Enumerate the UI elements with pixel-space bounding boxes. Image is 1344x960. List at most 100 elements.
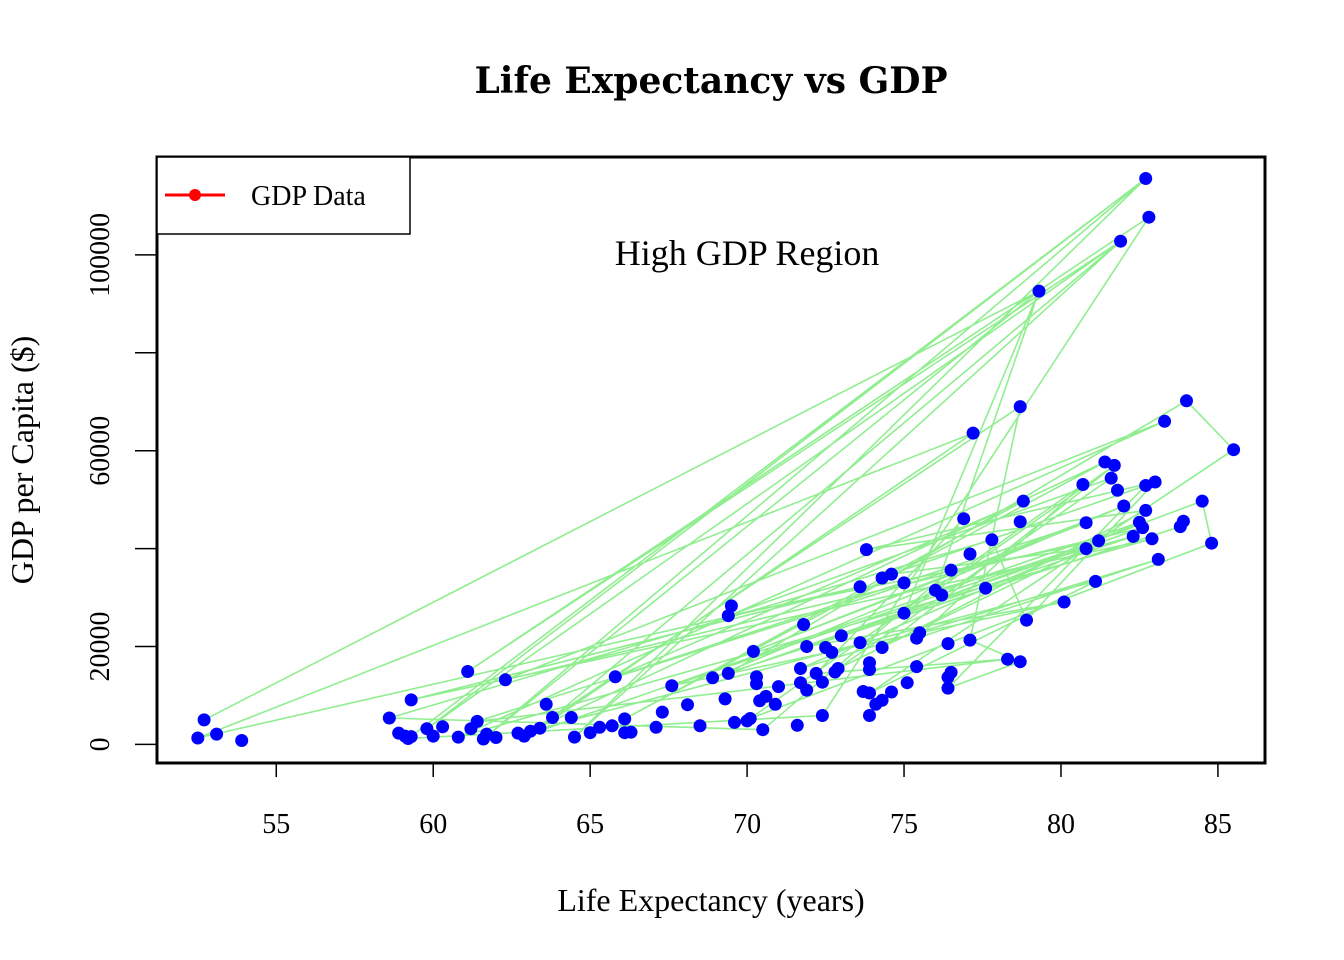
data-points — [191, 172, 1241, 747]
x-tick-label: 75 — [890, 809, 918, 840]
data-point — [681, 698, 694, 712]
legend-label: GDP Data — [251, 181, 366, 212]
data-point — [1111, 483, 1124, 497]
data-point — [875, 641, 889, 654]
data-point — [875, 693, 889, 707]
data-point — [724, 599, 738, 613]
data-point — [546, 711, 559, 724]
data-point — [772, 680, 785, 694]
y-tick-label: 60000 — [85, 416, 116, 486]
x-tick-label: 85 — [1204, 809, 1232, 840]
data-point — [859, 543, 873, 557]
data-point — [768, 697, 782, 711]
y-tick-label: 20000 — [85, 611, 116, 681]
data-point — [593, 720, 607, 734]
plot-frame — [155, 155, 1267, 765]
legend-point-swatch — [189, 189, 201, 201]
data-point — [1013, 655, 1027, 669]
data-point — [743, 712, 757, 725]
data-point — [815, 709, 829, 722]
data-point — [800, 640, 814, 653]
data-point — [706, 671, 720, 685]
data-point — [721, 666, 735, 680]
data-point — [853, 580, 867, 594]
data-point — [815, 675, 829, 689]
data-point — [941, 637, 955, 651]
data-point — [1142, 210, 1156, 224]
data-point — [665, 679, 679, 693]
data-point — [863, 709, 876, 722]
data-point — [718, 692, 732, 706]
data-point — [1139, 172, 1153, 185]
data-point — [863, 663, 876, 676]
data-point — [985, 533, 999, 547]
data-point — [1020, 613, 1033, 627]
data-point — [1145, 532, 1159, 546]
x-axis-label: Life Expectancy (years) — [557, 882, 864, 918]
y-tick-label: 100000 — [85, 213, 116, 297]
data-point — [693, 719, 707, 733]
data-point — [831, 662, 845, 675]
data-point — [913, 626, 927, 640]
data-point — [1013, 515, 1027, 529]
legend: GDP Data — [156, 156, 411, 235]
data-point — [1139, 503, 1153, 517]
data-point — [863, 686, 876, 700]
data-point — [800, 683, 814, 697]
data-point — [624, 725, 638, 739]
data-point — [382, 711, 396, 725]
x-tick-label: 55 — [262, 809, 290, 840]
y-tick-label: 0 — [85, 737, 116, 751]
data-point — [235, 734, 249, 747]
data-point — [963, 547, 977, 561]
data-point — [790, 718, 804, 732]
x-tick-label: 65 — [576, 809, 604, 840]
data-point — [1104, 471, 1118, 485]
data-point — [944, 563, 958, 577]
data-point — [750, 670, 763, 684]
data-point — [618, 712, 632, 726]
data-point — [885, 567, 898, 581]
y-axis-label: GDP per Capita ($) — [4, 336, 40, 585]
data-point — [1176, 514, 1190, 528]
data-point — [853, 636, 867, 650]
data-point — [655, 705, 669, 719]
data-point — [426, 729, 440, 743]
data-point — [1089, 574, 1102, 588]
data-point — [1148, 475, 1162, 489]
data-point — [470, 714, 484, 728]
data-point — [834, 629, 848, 643]
data-point — [197, 713, 211, 727]
data-point — [583, 726, 597, 740]
data-point — [1107, 458, 1121, 472]
data-point — [728, 715, 741, 729]
data-point — [910, 660, 924, 674]
data-point — [1158, 414, 1172, 428]
annotation-high-gdp-region: High GDP Region — [615, 233, 880, 273]
data-point — [935, 588, 949, 602]
data-point — [605, 719, 619, 733]
data-point — [451, 730, 465, 744]
data-point — [1076, 478, 1090, 491]
data-point — [1057, 595, 1071, 609]
data-point — [1117, 499, 1131, 513]
data-point — [963, 633, 977, 647]
data-point — [1001, 652, 1015, 666]
y-axis: 0 20000 60000 100000 — [85, 213, 157, 751]
data-point — [564, 711, 578, 724]
data-point — [957, 512, 971, 526]
data-point — [191, 731, 205, 745]
data-point — [1180, 394, 1193, 408]
data-point — [759, 689, 773, 703]
data-point — [533, 721, 547, 735]
data-point — [210, 727, 224, 741]
x-tick-label: 80 — [1047, 809, 1075, 840]
data-point — [721, 609, 735, 623]
data-point — [404, 730, 418, 744]
data-point — [1079, 542, 1093, 556]
data-point — [897, 606, 911, 620]
data-point — [1195, 494, 1209, 508]
data-point — [1092, 534, 1106, 548]
data-point — [568, 730, 581, 744]
